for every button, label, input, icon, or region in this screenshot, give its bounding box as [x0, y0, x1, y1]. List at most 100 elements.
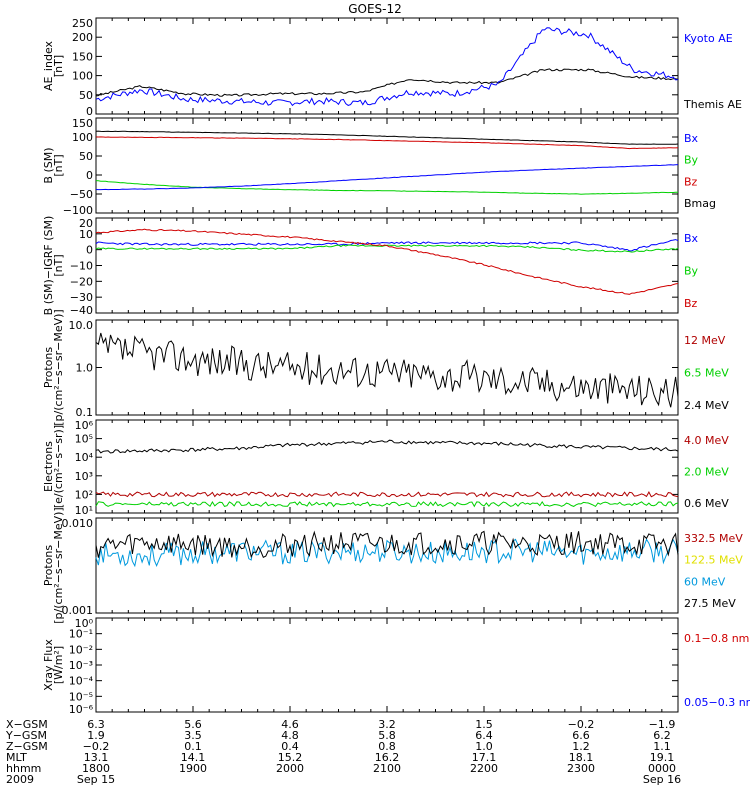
y-tick-label: 10.0	[69, 319, 94, 332]
orbit-cell: 0.4	[281, 740, 299, 753]
orbit-cell: 6.2	[653, 729, 671, 742]
orbit-cell: Sep 16	[643, 773, 681, 786]
y-tick-label: 10³	[75, 470, 93, 483]
legend-label: 6.5 MeV	[684, 367, 729, 380]
y-tick-label: 50	[79, 150, 93, 163]
orbit-cell: 14.1	[181, 751, 206, 764]
y-axis-label: B (SM)−IGRF (SM)	[42, 216, 55, 316]
series-line	[95, 27, 679, 107]
panel-frame	[95, 217, 679, 314]
orbit-row-label: Z−GSM	[6, 740, 48, 753]
y-axis-label: B (SM)	[42, 147, 55, 183]
y-axis-label: Xray Flux	[42, 639, 55, 691]
y-tick-label: 20	[79, 217, 93, 230]
orbit-cell: 2100	[373, 762, 401, 775]
legend-label: 60 MeV	[684, 575, 726, 588]
series-line	[95, 500, 679, 508]
y-axis-label: [nT]	[52, 154, 65, 176]
orbit-cell: 1.0	[475, 740, 493, 753]
orbit-row-label: Y−GSM	[5, 729, 47, 742]
series-line	[95, 332, 679, 408]
y-axis-label: [e/(cm²−s−sr)]	[52, 425, 65, 508]
legend-label: Bx	[684, 132, 699, 145]
y-tick-label: 0.010	[62, 517, 94, 530]
y-axis-label: [nT]	[52, 55, 65, 77]
y-tick-label: 0	[86, 244, 93, 257]
orbit-cell: 2200	[470, 762, 498, 775]
orbit-cell: 1.5	[475, 718, 493, 731]
panel-protons_low: 10.0 1.0 0.1 Protons[p/(cm²−s−sr−MeV)] 12 Me…	[42, 309, 729, 425]
series-line	[95, 491, 679, 498]
legend-label: Bz	[684, 175, 698, 188]
legend-label: 0.6 MeV	[684, 497, 729, 510]
y-tick-label: −20	[70, 275, 93, 288]
y-tick-label: 50	[79, 89, 93, 102]
orbit-cell: 1.9	[87, 729, 105, 742]
orbit-cell: 6.6	[572, 729, 590, 742]
y-tick-label: 0	[86, 169, 93, 182]
y-tick-label: 1.0	[76, 362, 94, 375]
orbit-cell: 0.1	[184, 740, 202, 753]
legend-label: 332.5 MeV	[684, 532, 743, 545]
y-axis-label: [W/m²]	[52, 646, 65, 684]
legend-label: 2.4 MeV	[684, 399, 729, 412]
orbit-cell: 4.8	[281, 729, 299, 742]
legend-label: 27.5 MeV	[684, 597, 736, 610]
orbit-cell: 1.2	[572, 740, 590, 753]
legend-label: Bx	[684, 232, 699, 245]
legend-label: 12 MeV	[684, 334, 726, 347]
y-tick-label: 10⁻⁶	[69, 703, 94, 716]
y-tick-label: 10⁻²	[69, 643, 93, 656]
y-tick-label: 10⁻¹	[69, 628, 93, 641]
orbit-cell: −1.9	[649, 718, 676, 731]
series-line	[95, 439, 679, 454]
orbit-row-label: hhmm	[6, 762, 41, 775]
y-tick-label: 10⁴	[75, 451, 94, 464]
y-tick-label: 10⁻⁵	[69, 690, 93, 703]
y-tick-label: 10⁻³	[69, 659, 93, 672]
legend-label: 0.1−0.8 nm	[684, 632, 749, 645]
y-tick-label: 10²	[75, 488, 93, 501]
orbit-cell: 1900	[179, 762, 207, 775]
y-axis-label: [p/(cm²−s−sr−MeV)]	[52, 309, 65, 425]
orbit-cell: 5.6	[184, 718, 202, 731]
orbit-cell: 18.1	[569, 751, 594, 764]
orbit-cell: −0.2	[568, 718, 595, 731]
orbit-cell: 1.1	[653, 740, 671, 753]
orbit-cell: 19.1	[650, 751, 675, 764]
y-tick-label: 10	[79, 228, 93, 241]
y-axis-label: Electrons	[42, 441, 55, 492]
legend-label: Themis AE	[683, 98, 742, 111]
orbit-cell: 15.2	[278, 751, 303, 764]
orbit-cell: 2300	[567, 762, 595, 775]
y-axis-label: [p/(cm²−s−sr−MeV)]	[52, 507, 65, 623]
legend-label: By	[684, 265, 699, 278]
orbit-cell: 1800	[82, 762, 110, 775]
legend-label: Bmag	[684, 197, 716, 210]
orbit-cell: 4.6	[281, 718, 299, 731]
y-tick-label: 150	[72, 117, 93, 130]
orbit-cell: 13.1	[84, 751, 109, 764]
orbit-cell: 6.4	[475, 729, 493, 742]
y-tick-label: −40	[70, 304, 93, 317]
orbit-cell: 5.8	[378, 729, 396, 742]
legend-label: 0.05−0.3 nm	[684, 696, 750, 709]
orbit-cell: 17.1	[472, 751, 497, 764]
orbit-cell: 0000	[648, 762, 676, 775]
orbit-cell: 0.8	[378, 740, 396, 753]
orbit-row-label: 2009	[6, 773, 34, 786]
series-line	[95, 68, 679, 97]
legend-label: 2.0 MeV	[684, 466, 729, 479]
y-tick-label: 10⁵	[75, 433, 93, 446]
orbit-cell: 2000	[276, 762, 304, 775]
y-tick-label: 100	[72, 70, 93, 83]
panel-frame	[95, 517, 679, 614]
orbit-cell: 16.2	[375, 751, 400, 764]
legend-label: 122.5 MeV	[684, 554, 743, 567]
y-axis-label: Protons	[42, 545, 55, 586]
orbit-cell: Sep 15	[77, 773, 115, 786]
